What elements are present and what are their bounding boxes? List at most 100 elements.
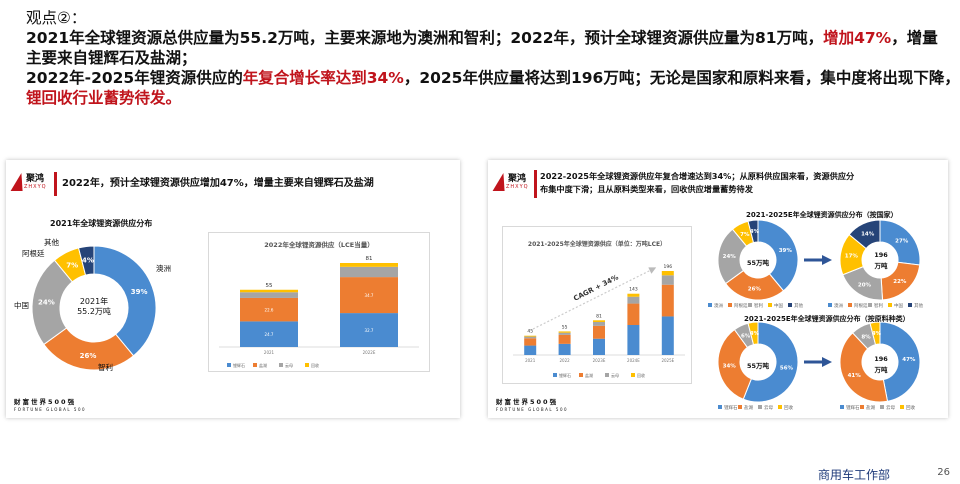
right-bar-bar-3-2 <box>627 296 640 304</box>
right-bar-cat-2: 2023E <box>593 358 606 363</box>
right-bar-bar-1-2 <box>558 332 571 335</box>
right-bar-cat-1: 2022 <box>560 358 571 363</box>
left-bar-legend-2: 云母 <box>285 363 293 368</box>
fortune-sub: FORTUNE GLOBAL 500 <box>14 407 87 412</box>
right-bar-bar-0-1 <box>524 338 537 346</box>
left-pie-label-3: 7% <box>66 262 78 270</box>
country-legend-3: 中国 <box>774 302 783 309</box>
country-right-center-1: 196 <box>874 251 888 259</box>
type-2021-label-0: 56% <box>780 365 794 371</box>
country-legend2-swatch-4 <box>908 303 912 307</box>
type-2025-label-3: 4% <box>872 331 882 337</box>
right-bar-bar-4-3 <box>661 271 674 276</box>
header-line-3: 2022年-2025年锂资源供应的 <box>26 69 243 87</box>
country-legend-4: 其他 <box>794 302 803 309</box>
pie-label-other: 其他 <box>44 238 59 247</box>
right-bar-bar-3-0 <box>627 325 640 355</box>
left-bar-total-1: 81 <box>366 256 373 262</box>
left-bar-bar-0-0 <box>240 321 298 347</box>
country-legend2-swatch-2 <box>868 303 872 307</box>
type-2021-label-1: 34% <box>723 363 737 369</box>
left-bar-bar-0-1 <box>240 297 298 322</box>
right-bar-legend-swatch-2 <box>605 373 609 377</box>
type-legend2-1: 盐湖 <box>866 404 875 411</box>
left-pie-title: 2021年全球锂资源供应分布 <box>50 219 153 228</box>
right-panel: 聚鸿 ZHXYQ 2022-2025年全球锂资源供应年复合增速达到34%；从原料… <box>488 160 948 418</box>
right-bar-cat-4: 2025E <box>661 358 674 363</box>
country-2025-label-2: 20% <box>858 282 872 288</box>
type-legend2-swatch-0 <box>840 405 844 409</box>
right-bar-bar-2-2 <box>593 322 605 326</box>
type-legend2-swatch-1 <box>860 405 864 409</box>
left-pie-label-2: 24% <box>38 298 55 306</box>
country-2021-label-2: 24% <box>723 254 737 260</box>
right-bar-cat-3: 2024E <box>627 358 640 363</box>
logo-sub: ZHXYQ <box>506 184 529 190</box>
pie-label-arg: 阿根廷 <box>22 249 45 258</box>
pie-label-aus: 澳洲 <box>156 264 171 273</box>
right-bar-legend-3: 回收 <box>637 372 645 378</box>
country-2025-label-4: 14% <box>861 232 875 238</box>
pie-label-chile: 智利 <box>98 363 113 372</box>
header-line-1-end: ，增量 <box>891 29 938 47</box>
country-legend-swatch-4 <box>788 303 792 307</box>
fortune-sub: FORTUNE GLOBAL 500 <box>496 407 569 412</box>
right-bar-bar-2-1 <box>593 325 605 339</box>
left-bar-legend-swatch-3 <box>305 363 309 367</box>
left-pie-label-4: 4% <box>82 257 94 265</box>
type-2021-slice-3 <box>747 322 759 346</box>
country-2021-label-1: 26% <box>748 287 762 293</box>
type-legend2-3: 回收 <box>906 404 915 411</box>
view-label: 观点②： <box>26 9 87 27</box>
right-bar-bar-0-0 <box>524 345 537 355</box>
type-legend-swatch-2 <box>758 405 762 409</box>
type-legend2-2: 云母 <box>886 405 895 411</box>
left-bar-chart: 24.7 22.6 55 2021 32.7 34.7 81 2022E 锂辉石 盐湖 云母 回收 <box>219 256 419 368</box>
country-legend2-swatch-3 <box>888 303 892 307</box>
right-bar-legend-swatch-3 <box>631 373 635 377</box>
left-bar-legend-1: 盐湖 <box>259 362 267 368</box>
right-bar-legend-swatch-1 <box>579 373 583 377</box>
right-bar-bar-3-1 <box>627 303 640 325</box>
type-legend-swatch-1 <box>738 405 742 409</box>
arrow-icon <box>822 255 832 265</box>
right-bar-bar-1-0 <box>558 343 571 355</box>
company-logo: 聚鸿 ZHXYQ <box>12 172 47 192</box>
department-label: 商用车工作部 <box>817 468 890 482</box>
country-legend-0: 澳洲 <box>714 302 723 309</box>
left-bar-bar-1-3 <box>340 263 398 267</box>
left-bar-legend-3: 回收 <box>311 362 319 368</box>
country-title: 2021-2025E年全球锂资源供应分布（按国家） <box>746 211 898 219</box>
header-highlight-1: 增加47% <box>823 29 892 47</box>
fortune-logo: 财富世界500强 FORTUNE GLOBAL 500 <box>496 398 568 414</box>
country-right-center-2: 万吨 <box>874 262 888 270</box>
country-legend2-1: 阿根廷 <box>854 302 868 309</box>
type-legend-0: 锂辉石 <box>724 404 738 411</box>
right-panel-title-1: 2022-2025年全球锂资源供应年复合增速达到34%；从原料供应国来看，资源供… <box>540 171 855 181</box>
left-bar-seglabel-0-0: 24.7 <box>265 332 274 337</box>
right-bar-legend-swatch-0 <box>553 373 557 377</box>
country-2025-label-1: 22% <box>893 279 907 285</box>
left-panel-title: 2022年，预计全球锂资源供应增加47%，增量主要来自锂辉石及盐湖 <box>62 178 374 189</box>
right-bar-bar-1-3 <box>558 331 571 333</box>
left-bar-box: 2022年全球锂资源供应（LCE当量） 24.7 22.6 55 2021 32.7 34… <box>208 232 430 372</box>
header-line-4: 锂回收行业蓄势待发。 <box>26 89 182 107</box>
pie-center-2: 55.2万吨 <box>77 307 111 316</box>
country-left-center: 55万吨 <box>746 259 770 267</box>
title-bar-accent <box>54 172 57 196</box>
country-2025-label-0: 27% <box>895 239 909 245</box>
right-bar-legend-0: 锂辉石 <box>559 372 571 378</box>
right-bar-bar-4-2 <box>661 275 674 285</box>
type-2025-label-2: 8% <box>861 334 871 340</box>
fortune-logo: 财富世界500强 FORTUNE GLOBAL 500 <box>14 398 86 414</box>
country-legend-swatch-3 <box>768 303 772 307</box>
country-legend2-2: 智利 <box>874 302 883 309</box>
right-bar-chart: 45 2021 55 2022 81 2023E 143 2024E 196 2025E 锂辉石 盐湖… <box>513 264 685 378</box>
country-legend-swatch-1 <box>728 303 732 307</box>
header-line-2: 主要来自锂辉石及盐湖； <box>26 49 197 67</box>
type-2025-slice-1 <box>839 332 889 403</box>
country-2025-slice-4 <box>848 219 881 250</box>
type-2025-slice-0 <box>879 322 921 402</box>
country-2021-label-4: 4% <box>750 229 760 235</box>
type-right-center-2: 万吨 <box>874 366 888 374</box>
